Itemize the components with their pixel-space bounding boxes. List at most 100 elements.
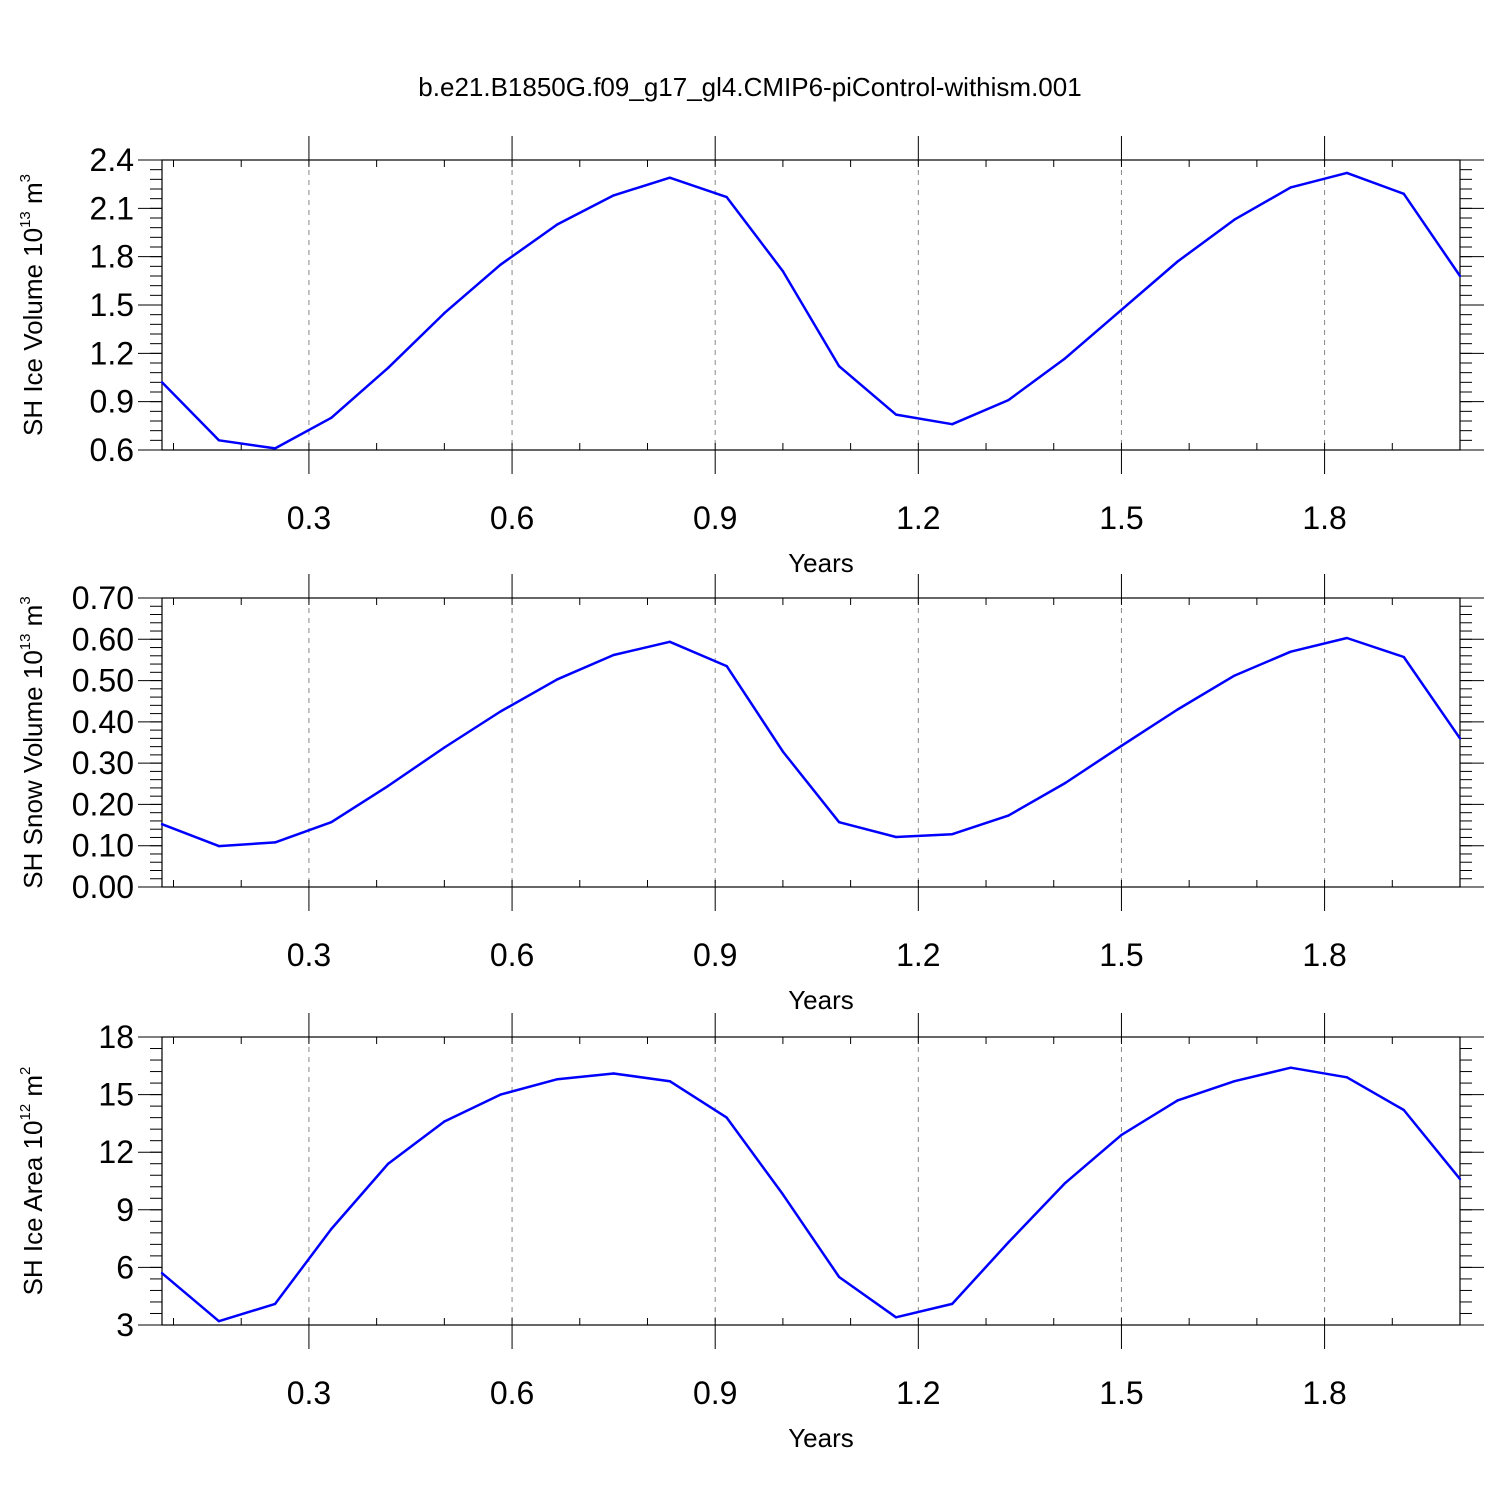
ice-area-data-point [894, 1316, 898, 1319]
snow-volume-data-point [386, 784, 390, 788]
ice-area-data-point [217, 1319, 221, 1323]
ice-volume-data-point [781, 269, 785, 273]
ice-area-xtick-label: 0.9 [693, 1375, 737, 1411]
snow-volume-data-point [330, 820, 333, 824]
ice-volume-data-point [273, 447, 277, 450]
ice-volume-data-point [1458, 274, 1462, 278]
ice-volume-xtick-label: 0.9 [693, 500, 737, 536]
snow-volume-data-point [217, 844, 221, 848]
ice-area-ytick-label: 9 [116, 1192, 134, 1228]
snow-volume-ytick-label: 0.20 [72, 786, 134, 822]
ice-volume-xtick-label: 0.6 [490, 500, 534, 536]
ice-volume-data-point [1402, 192, 1406, 196]
ice-area-data-point [612, 1072, 615, 1075]
snow-volume-ytick-label: 0.60 [72, 621, 134, 657]
ice-volume-data-point [443, 311, 446, 315]
snow-volume-data-point [1120, 744, 1123, 748]
snow-volume-ylabel: SH Snow Volume 1013 m3 [17, 596, 48, 888]
ice-volume-xtick-label: 1.2 [896, 500, 940, 536]
ice-area-data-point [330, 1227, 333, 1231]
ice-volume-ytick-label: 1.2 [90, 335, 134, 371]
snow-volume-data-point [894, 835, 898, 839]
ice-volume-data-point [160, 381, 164, 384]
ice-volume-series-line [161, 171, 1462, 450]
snow-volume-ytick-label: 0.00 [72, 869, 134, 905]
ice-area-data-point [1402, 1108, 1406, 1112]
ice-volume-data-point [1064, 356, 1067, 360]
snow-volume-ytick-label: 0.50 [72, 663, 134, 699]
snow-volume-data-point [612, 653, 615, 657]
panel-ice-area: 0.3 0.6 0.9 1.2 1.5 1.8 3 6 9 12 15 18 Years SH Ice A… [17, 1013, 1484, 1453]
snow-volume-data-point [273, 841, 277, 844]
ice-area-data-point [725, 1116, 728, 1119]
ice-area-data-point [1007, 1241, 1010, 1244]
snow-volume-ytick-label: 0.10 [72, 828, 134, 864]
ice-area-xlabel: Years [788, 1423, 854, 1453]
ice-area-data-point [668, 1079, 672, 1083]
ice-volume-data-point [1345, 171, 1349, 175]
ice-area-xtick-label: 1.2 [896, 1375, 940, 1411]
ice-volume-data-point [950, 423, 954, 426]
ice-area-frame [161, 1036, 1461, 1326]
snow-volume-data-point [1176, 708, 1179, 711]
ice-area-data-point [950, 1302, 954, 1306]
snow-volume-data-point [499, 710, 502, 713]
snow-volume-data-point [1007, 814, 1010, 817]
snow-volume-xtick-label: 1.8 [1302, 937, 1346, 973]
ice-volume-data-point [1289, 186, 1292, 189]
ice-area-data-point [781, 1193, 785, 1196]
snow-volume-data-point [1345, 636, 1349, 640]
ice-area-data-point [273, 1302, 277, 1306]
ice-area-ytick-label: 3 [116, 1307, 134, 1343]
ice-volume-ylabel: SH Ice Volume 1013 m3 [17, 174, 48, 436]
ice-volume-data-point [725, 195, 728, 199]
ice-volume-data-point [1233, 218, 1236, 221]
snow-volume-data-point [160, 823, 164, 826]
snow-volume-xtick-label: 0.6 [490, 937, 534, 973]
ice-area-data-point [1233, 1079, 1236, 1083]
ice-volume-xtick-label: 1.5 [1099, 500, 1143, 536]
ice-volume-xlabel: Years [788, 548, 854, 578]
snow-volume-data-point [837, 820, 841, 824]
snow-volume-series-line [161, 636, 1462, 848]
ice-volume-data-point [1007, 398, 1010, 402]
snow-volume-data-point [781, 750, 785, 753]
ice-volume-ytick-label: 2.1 [90, 190, 134, 226]
ice-volume-data-point [1176, 260, 1179, 263]
snow-volume-data-point [668, 640, 672, 643]
ice-area-xtick-label: 0.3 [287, 1375, 331, 1411]
ice-area-data-point [1345, 1076, 1349, 1079]
ice-area-data-point [1120, 1133, 1123, 1137]
ice-volume-xtick-label: 1.8 [1302, 500, 1346, 536]
panel-snow-volume: 0.3 0.6 0.9 1.2 1.5 1.8 0.00 0.10 0.20 0.30 0.40 0.… [17, 574, 1484, 1015]
ice-volume-ytick-label: 1.8 [90, 239, 134, 275]
ice-area-ytick-label: 15 [98, 1077, 134, 1113]
ice-area-data-point [386, 1162, 390, 1165]
snow-volume-data-point [1402, 655, 1406, 659]
ice-volume-data-point [499, 263, 502, 266]
snow-volume-ytick-label: 0.40 [72, 704, 134, 740]
ice-volume-ytick-label: 1.5 [90, 287, 134, 323]
ice-area-data-point [160, 1271, 164, 1275]
ice-area-data-point [1458, 1177, 1462, 1181]
snow-volume-data-point [443, 746, 446, 749]
ice-area-xtick-label: 1.8 [1302, 1375, 1346, 1411]
ice-area-data-point [1289, 1066, 1292, 1069]
ice-volume-data-point [556, 223, 559, 226]
ice-area-data-point [556, 1078, 559, 1081]
ice-volume-ytick-label: 0.9 [90, 384, 134, 420]
ice-volume-data-point [837, 365, 841, 368]
snow-volume-xtick-label: 0.3 [287, 937, 331, 973]
ice-volume-ytick-label: 2.4 [90, 142, 134, 178]
snow-volume-data-point [1233, 674, 1236, 677]
snow-volume-xtick-label: 0.9 [693, 937, 737, 973]
ice-area-data-point [1176, 1099, 1179, 1102]
ice-volume-data-point [386, 366, 390, 370]
ice-volume-data-point [894, 413, 898, 416]
ice-area-ytick-label: 12 [98, 1134, 134, 1170]
ice-area-data-point [443, 1120, 446, 1123]
snow-volume-data-point [1289, 650, 1292, 653]
ice-volume-data-point [217, 439, 221, 442]
snow-volume-xtick-label: 1.2 [896, 937, 940, 973]
